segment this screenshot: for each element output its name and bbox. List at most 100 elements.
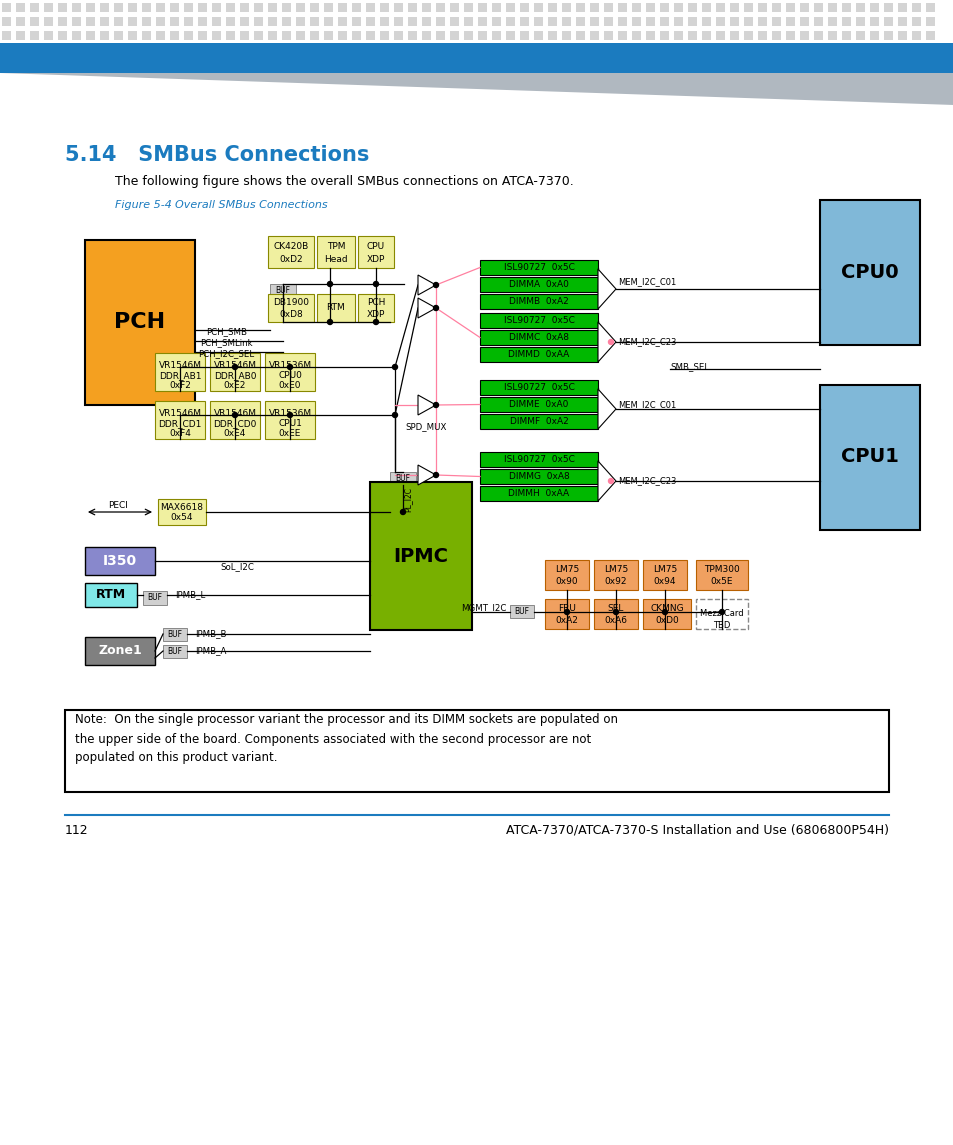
FancyBboxPatch shape: [212, 60, 221, 68]
FancyBboxPatch shape: [154, 353, 205, 390]
Circle shape: [433, 403, 438, 408]
FancyBboxPatch shape: [366, 45, 375, 54]
Text: Functional Description: Functional Description: [68, 52, 225, 64]
Text: LM75: LM75: [555, 566, 578, 574]
FancyBboxPatch shape: [379, 17, 389, 26]
FancyBboxPatch shape: [883, 60, 892, 68]
FancyBboxPatch shape: [282, 60, 291, 68]
FancyBboxPatch shape: [534, 31, 542, 40]
FancyBboxPatch shape: [561, 3, 571, 11]
FancyBboxPatch shape: [687, 45, 697, 54]
FancyBboxPatch shape: [618, 17, 626, 26]
FancyBboxPatch shape: [771, 17, 781, 26]
Polygon shape: [598, 269, 616, 309]
FancyBboxPatch shape: [394, 17, 402, 26]
FancyBboxPatch shape: [589, 3, 598, 11]
FancyBboxPatch shape: [450, 17, 458, 26]
Text: MEM_I2C_C23: MEM_I2C_C23: [618, 338, 676, 347]
Text: 0x54: 0x54: [171, 513, 193, 522]
FancyBboxPatch shape: [841, 17, 850, 26]
FancyBboxPatch shape: [771, 3, 781, 11]
FancyBboxPatch shape: [268, 3, 276, 11]
Text: LM75: LM75: [603, 566, 627, 574]
FancyBboxPatch shape: [265, 401, 314, 439]
FancyBboxPatch shape: [743, 31, 752, 40]
FancyBboxPatch shape: [618, 31, 626, 40]
FancyBboxPatch shape: [212, 17, 221, 26]
FancyBboxPatch shape: [128, 31, 137, 40]
FancyBboxPatch shape: [463, 45, 473, 54]
Text: DDR_CD0
0xE4: DDR_CD0 0xE4: [213, 419, 256, 439]
Text: CPU0: CPU0: [841, 262, 898, 282]
Text: DDR_CD1
0xF4: DDR_CD1 0xF4: [158, 419, 201, 439]
FancyBboxPatch shape: [547, 45, 557, 54]
FancyBboxPatch shape: [394, 45, 402, 54]
FancyBboxPatch shape: [100, 17, 109, 26]
FancyBboxPatch shape: [390, 472, 416, 485]
FancyBboxPatch shape: [716, 17, 724, 26]
Text: MAX6618: MAX6618: [160, 503, 203, 512]
FancyBboxPatch shape: [295, 45, 305, 54]
FancyBboxPatch shape: [253, 17, 263, 26]
Text: VR1536M: VR1536M: [268, 409, 312, 418]
FancyBboxPatch shape: [142, 45, 151, 54]
Text: CPU: CPU: [367, 242, 385, 251]
FancyBboxPatch shape: [86, 45, 95, 54]
FancyBboxPatch shape: [547, 60, 557, 68]
FancyBboxPatch shape: [479, 330, 598, 345]
FancyBboxPatch shape: [800, 60, 808, 68]
FancyBboxPatch shape: [408, 60, 416, 68]
FancyBboxPatch shape: [170, 45, 179, 54]
FancyBboxPatch shape: [158, 499, 206, 526]
Text: PCH: PCH: [114, 311, 166, 332]
Text: 0xD2: 0xD2: [279, 254, 302, 263]
Text: 0x90: 0x90: [555, 577, 578, 586]
FancyBboxPatch shape: [310, 45, 318, 54]
FancyBboxPatch shape: [86, 17, 95, 26]
FancyBboxPatch shape: [113, 3, 123, 11]
FancyBboxPatch shape: [855, 17, 864, 26]
FancyBboxPatch shape: [477, 45, 486, 54]
FancyBboxPatch shape: [436, 3, 444, 11]
FancyBboxPatch shape: [477, 31, 486, 40]
FancyBboxPatch shape: [687, 17, 697, 26]
FancyBboxPatch shape: [897, 60, 906, 68]
FancyBboxPatch shape: [477, 3, 486, 11]
FancyBboxPatch shape: [729, 60, 739, 68]
FancyBboxPatch shape: [841, 45, 850, 54]
FancyBboxPatch shape: [813, 3, 822, 11]
FancyBboxPatch shape: [544, 599, 588, 629]
Polygon shape: [417, 465, 436, 485]
FancyBboxPatch shape: [869, 3, 878, 11]
FancyBboxPatch shape: [701, 31, 710, 40]
FancyBboxPatch shape: [820, 200, 919, 345]
FancyBboxPatch shape: [86, 3, 95, 11]
FancyBboxPatch shape: [100, 60, 109, 68]
Polygon shape: [417, 298, 436, 318]
FancyBboxPatch shape: [370, 482, 472, 630]
FancyBboxPatch shape: [855, 3, 864, 11]
FancyBboxPatch shape: [911, 45, 920, 54]
Text: DIMMD  0xAA: DIMMD 0xAA: [508, 350, 569, 360]
FancyBboxPatch shape: [85, 240, 194, 405]
FancyBboxPatch shape: [184, 60, 193, 68]
FancyBboxPatch shape: [883, 45, 892, 54]
FancyBboxPatch shape: [421, 31, 431, 40]
FancyBboxPatch shape: [534, 17, 542, 26]
FancyBboxPatch shape: [897, 45, 906, 54]
FancyBboxPatch shape: [2, 31, 11, 40]
FancyBboxPatch shape: [436, 45, 444, 54]
FancyBboxPatch shape: [479, 485, 598, 502]
FancyBboxPatch shape: [85, 583, 137, 607]
FancyBboxPatch shape: [16, 60, 25, 68]
FancyBboxPatch shape: [450, 3, 458, 11]
FancyBboxPatch shape: [477, 60, 486, 68]
FancyBboxPatch shape: [479, 452, 598, 467]
Text: BUF: BUF: [395, 474, 410, 483]
FancyBboxPatch shape: [589, 17, 598, 26]
FancyBboxPatch shape: [282, 45, 291, 54]
Text: TPM300: TPM300: [703, 566, 740, 574]
Text: DIMMA  0xA0: DIMMA 0xA0: [509, 281, 568, 289]
Text: CPU1: CPU1: [841, 448, 898, 466]
FancyBboxPatch shape: [659, 45, 668, 54]
